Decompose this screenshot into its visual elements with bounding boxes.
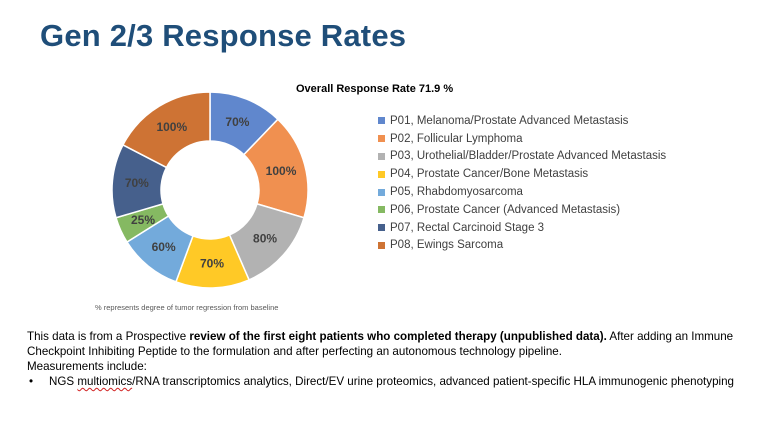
intro-text: This data is from a Prospective bbox=[27, 330, 190, 343]
description-text: This data is from a Prospective review o… bbox=[27, 329, 767, 389]
slice-label-p04: 70% bbox=[200, 256, 224, 270]
legend-swatch bbox=[378, 170, 385, 178]
legend-label: P03, Urothelial/Bladder/Prostate Advance… bbox=[390, 150, 667, 163]
legend-label: P06, Prostate Cancer (Advanced Metastasi… bbox=[390, 203, 621, 216]
donut-chart: 70% 100% 80% 70% 60% 25% 70% 100% bbox=[111, 91, 309, 289]
bullet-prefix: NGS bbox=[49, 375, 78, 388]
legend-swatch bbox=[378, 241, 385, 249]
slice-label-p05: 60% bbox=[152, 240, 176, 254]
legend-swatch bbox=[378, 117, 385, 125]
legend-item-p08: P08, Ewings Sarcoma bbox=[378, 237, 666, 255]
slice-label-p07: 70% bbox=[125, 176, 149, 190]
legend-swatch bbox=[378, 188, 385, 196]
intro-text-continued: After adding an Immune Checkpoint Inhibi… bbox=[27, 330, 734, 358]
legend-swatch bbox=[378, 152, 385, 160]
slice-label-p08: 100% bbox=[156, 120, 187, 134]
legend-item-p03: P03, Urothelial/Bladder/Prostate Advance… bbox=[378, 148, 666, 166]
measurements-label: Measurements include: bbox=[27, 360, 147, 373]
slice-label-p02: 100% bbox=[266, 164, 297, 178]
intro-bold-text: review of the first eight patients who c… bbox=[189, 330, 607, 343]
legend-label: P02, Follicular Lymphoma bbox=[390, 132, 523, 145]
donut-slice-p08 bbox=[121, 91, 211, 169]
bullet-marker: • bbox=[29, 375, 34, 388]
legend-item-p06: P06, Prostate Cancer (Advanced Metastasi… bbox=[378, 201, 666, 219]
legend-label: P08, Ewings Sarcoma bbox=[390, 239, 504, 252]
legend-item-p04: P04, Prostate Cancer/Bone Metastasis bbox=[378, 165, 666, 183]
slide-title: Gen 2/3 Response Rates bbox=[40, 18, 407, 53]
legend-swatch bbox=[378, 206, 385, 214]
slice-label-p01: 70% bbox=[225, 115, 249, 129]
bullet-rest: /RNA transcriptomics analytics, Direct/E… bbox=[132, 375, 734, 388]
legend-item-p02: P02, Follicular Lymphoma bbox=[378, 130, 666, 148]
bullet-text: NGS multiomics/RNA transcriptomics analy… bbox=[49, 374, 767, 389]
misspelled-word[interactable]: multiomics bbox=[77, 375, 133, 388]
chart-title: Overall Response Rate 71.9 % bbox=[296, 83, 454, 95]
legend-label: P04, Prostate Cancer/Bone Metastasis bbox=[390, 168, 589, 181]
legend-label: P01, Melanoma/Prostate Advanced Metastas… bbox=[390, 114, 629, 127]
measurement-bullet: • NGS multiomics/RNA transcriptomics ana… bbox=[27, 374, 767, 389]
chart-footnote: % represents degree of tumor regression … bbox=[95, 303, 279, 312]
legend-item-p07: P07, Rectal Carcinoid Stage 3 bbox=[378, 219, 666, 237]
legend-swatch bbox=[378, 135, 385, 143]
legend-item-p05: P05, Rhabdomyosarcoma bbox=[378, 183, 666, 201]
legend-swatch bbox=[378, 224, 385, 232]
slice-label-p03: 80% bbox=[253, 232, 277, 246]
intro-paragraph: This data is from a Prospective review o… bbox=[27, 329, 767, 359]
legend-label: P07, Rectal Carcinoid Stage 3 bbox=[390, 221, 545, 234]
legend-item-p01: P01, Melanoma/Prostate Advanced Metastas… bbox=[378, 112, 666, 130]
slice-label-p06: 25% bbox=[131, 213, 155, 227]
legend-label: P05, Rhabdomyosarcoma bbox=[390, 186, 523, 199]
chart-legend: P01, Melanoma/Prostate Advanced Metastas… bbox=[378, 112, 666, 254]
